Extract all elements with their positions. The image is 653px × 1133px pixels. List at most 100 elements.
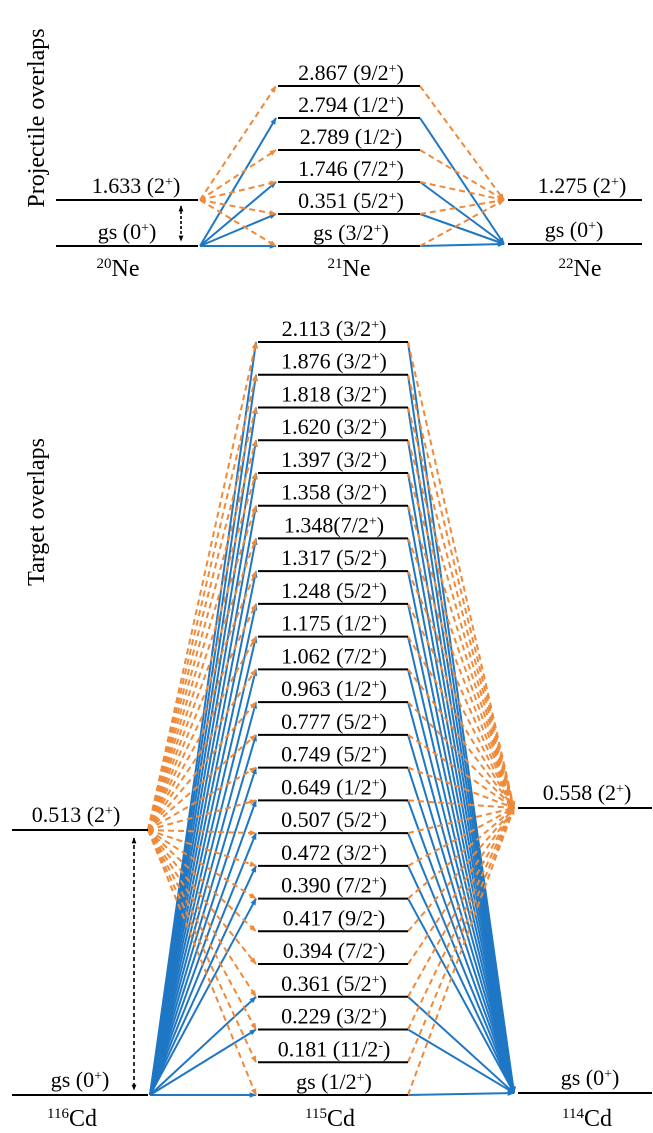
ne-blue-right-4	[419, 117, 505, 245]
cd-orange-left-9	[147, 799, 257, 831]
cd-orange-right-9	[407, 799, 515, 811]
ne21-nucleus-label: 21Ne	[328, 256, 371, 282]
ne20-label-gs: gs (0+)	[98, 219, 157, 244]
overlap-arrows	[131, 85, 516, 1098]
cd115-label-4: 0.394 (7/2-)	[283, 938, 385, 963]
cd-blue-right-14	[407, 636, 516, 1094]
cd-orange-right-3	[407, 807, 515, 998]
ne-orange-right-1	[419, 198, 505, 215]
cd-blue-right-15	[407, 603, 516, 1094]
cd115-label-2: 0.229 (3/2+)	[281, 1004, 387, 1029]
cd-orange-left-17	[147, 537, 257, 831]
cd115-label-11: 0.777 (5/2+)	[281, 709, 387, 734]
cd-orange-left-5	[147, 829, 257, 933]
ne21-label-5: 2.867 (9/2+)	[298, 60, 404, 85]
ne-orange-left-0	[199, 199, 277, 247]
cd115-label-7: 0.472 (3/2+)	[281, 840, 387, 865]
cd-orange-right-17	[407, 538, 515, 809]
cd-orange-left-0	[147, 829, 257, 1096]
cd114-label-gs: gs (0+)	[561, 1065, 620, 1090]
cd-orange-right-19	[407, 472, 515, 809]
cd-orange-right-6	[407, 807, 515, 900]
cd-orange-right-4	[407, 807, 515, 965]
ne-blue-right-1	[419, 213, 505, 245]
cd-orange-left-15	[147, 603, 257, 831]
cd114-label-558: 0.558 (2+)	[543, 780, 632, 805]
cd115-label-3: 0.361 (5/2+)	[281, 971, 387, 996]
ne-orange-left-1	[199, 199, 277, 216]
cd-orange-right-1	[407, 807, 515, 1063]
ne22-label-gs: gs (0+)	[545, 217, 604, 242]
cd115-label-23: 2.113 (3/2+)	[282, 316, 387, 341]
cd-blue-right-23	[407, 341, 516, 1094]
cd-orange-left-19	[147, 472, 257, 831]
cd-blue-right-11	[407, 734, 515, 1094]
cd115-label-1: 0.181 (11/2-)	[278, 1036, 391, 1061]
cd-orange-left-3	[147, 829, 257, 998]
ne22-label-1275: 1.275 (2+)	[538, 173, 627, 198]
cd-orange-right-7	[407, 807, 515, 867]
cd-blue-right-7	[407, 865, 515, 1094]
cd-orange-left-1	[147, 829, 257, 1063]
ne-orange-right-5	[419, 85, 505, 201]
cd-orange-left-21	[147, 406, 258, 831]
cd-blue-left-15	[149, 603, 258, 1096]
cd-orange-left-14	[147, 636, 257, 831]
cd-orange-left-16	[147, 570, 257, 831]
cd115-nucleus-label: 115Cd	[305, 1106, 355, 1132]
cd-blue-right-2	[407, 1028, 515, 1094]
cd-orange-left-20	[147, 439, 258, 831]
cd115-label-22: 1.876 (3/2+)	[281, 349, 387, 374]
cd-blue-right-13	[407, 669, 516, 1094]
ne-blue-right-0	[419, 241, 505, 247]
ne21-label-3: 2.789 (1/2-)	[300, 124, 402, 149]
cd114-nucleus-label: 114Cd	[562, 1106, 612, 1132]
cd-orange-left-4	[147, 829, 257, 965]
ne21-label-4: 2.794 (1/2+)	[298, 92, 404, 117]
cd-orange-right-18	[407, 505, 515, 809]
cd-orange-right-10	[407, 766, 515, 809]
cd-blue-left-23	[149, 341, 258, 1096]
ne-orange-left-3	[199, 149, 277, 201]
cd115-label-17: 1.348(7/2+)	[284, 512, 384, 537]
projectile-overlaps-label: Projectile overlaps	[24, 28, 50, 207]
cd-blue-right-3	[407, 996, 515, 1094]
ne-blue-right-2	[419, 181, 505, 245]
cd-orange-right-5	[407, 807, 515, 932]
cd-orange-right-16	[407, 570, 515, 809]
ne21-label-2: 1.746 (7/2+)	[298, 156, 404, 181]
cd-orange-left-13	[147, 668, 257, 831]
ne-orange-left-2	[199, 180, 277, 201]
cd-blue-right-8	[407, 832, 515, 1094]
cd-blue-right-0	[407, 1090, 515, 1096]
cd-orange-left-22	[147, 374, 258, 831]
cd115-label-0: gs (1/2+)	[296, 1069, 372, 1094]
cd-orange-left-11	[147, 734, 257, 831]
cd-orange-right-20	[407, 439, 515, 809]
cd-blue-left-12	[149, 701, 258, 1096]
cd116-nucleus-label: 116Cd	[47, 1106, 97, 1132]
cd-orange-left-6	[147, 829, 257, 900]
cd-orange-left-18	[147, 505, 257, 831]
cd-orange-left-2	[147, 829, 257, 1031]
ne-blue-left-2	[199, 181, 277, 247]
ne20-nucleus-label: 20Ne	[97, 256, 140, 282]
ne-blue-left-1	[199, 213, 277, 247]
ne22-nucleus-label: 22Ne	[559, 256, 602, 282]
cd-orange-left-7	[147, 829, 257, 867]
target-overlaps-label: Target overlaps	[24, 438, 50, 586]
cd-blue-left-7	[149, 865, 257, 1096]
ne21-label-0: gs (3/2+)	[313, 220, 389, 245]
cd-blue-right-10	[407, 767, 515, 1094]
cd-blue-right-12	[407, 701, 516, 1094]
cd115-label-12: 0.963 (1/2+)	[281, 676, 387, 701]
cd-orange-right-14	[407, 636, 515, 809]
cd-blue-left-3	[149, 996, 257, 1096]
ne21-label-1: 0.351 (5/2+)	[298, 188, 404, 213]
cd-orange-right-11	[407, 734, 515, 809]
ne-orange-left-5	[199, 85, 277, 201]
ne-blue-left-4	[199, 117, 277, 247]
cd115-label-16: 1.317 (5/2+)	[281, 545, 387, 570]
cd115-label-19: 1.397 (3/2+)	[281, 447, 387, 472]
